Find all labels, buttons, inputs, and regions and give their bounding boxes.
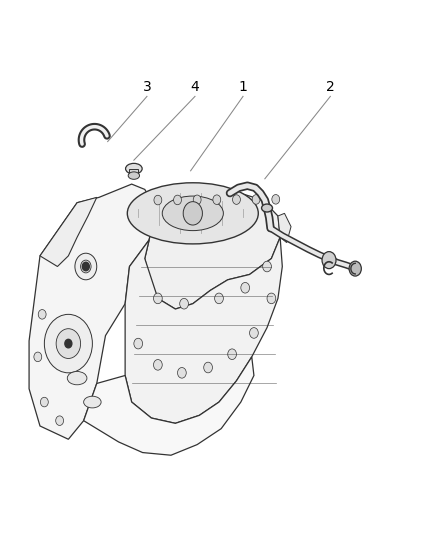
Circle shape (267, 293, 276, 304)
Text: 2: 2 (326, 80, 335, 94)
Ellipse shape (127, 183, 258, 244)
Polygon shape (145, 184, 280, 309)
Circle shape (252, 195, 260, 204)
Polygon shape (278, 213, 291, 243)
Circle shape (81, 260, 91, 273)
Circle shape (40, 397, 48, 407)
Circle shape (44, 314, 92, 373)
Circle shape (134, 338, 143, 349)
Ellipse shape (128, 172, 140, 179)
Circle shape (82, 262, 89, 271)
Circle shape (204, 362, 212, 373)
Circle shape (154, 195, 162, 205)
Circle shape (180, 298, 188, 309)
Ellipse shape (162, 196, 223, 231)
Circle shape (153, 360, 162, 370)
Circle shape (38, 310, 46, 319)
Circle shape (173, 195, 181, 205)
Circle shape (56, 416, 64, 425)
Polygon shape (40, 197, 97, 266)
Circle shape (322, 252, 336, 269)
Circle shape (193, 195, 201, 205)
Polygon shape (29, 184, 155, 439)
Circle shape (177, 368, 186, 378)
Circle shape (215, 293, 223, 304)
Ellipse shape (261, 204, 272, 212)
Circle shape (241, 282, 250, 293)
Circle shape (349, 261, 361, 276)
Circle shape (233, 195, 240, 204)
Circle shape (65, 340, 72, 348)
Circle shape (250, 328, 258, 338)
Circle shape (228, 349, 237, 360)
Ellipse shape (126, 164, 142, 174)
Text: 1: 1 (239, 80, 247, 94)
Circle shape (272, 195, 280, 204)
Circle shape (34, 352, 42, 362)
Circle shape (75, 253, 97, 280)
Circle shape (213, 195, 221, 205)
Polygon shape (130, 168, 138, 175)
Circle shape (183, 201, 202, 225)
Circle shape (56, 329, 81, 359)
Ellipse shape (67, 372, 87, 385)
Ellipse shape (84, 396, 101, 408)
Text: 3: 3 (143, 80, 152, 94)
Polygon shape (125, 237, 283, 423)
Polygon shape (84, 357, 254, 455)
Circle shape (153, 293, 162, 304)
Circle shape (263, 261, 272, 272)
Text: 4: 4 (191, 80, 199, 94)
